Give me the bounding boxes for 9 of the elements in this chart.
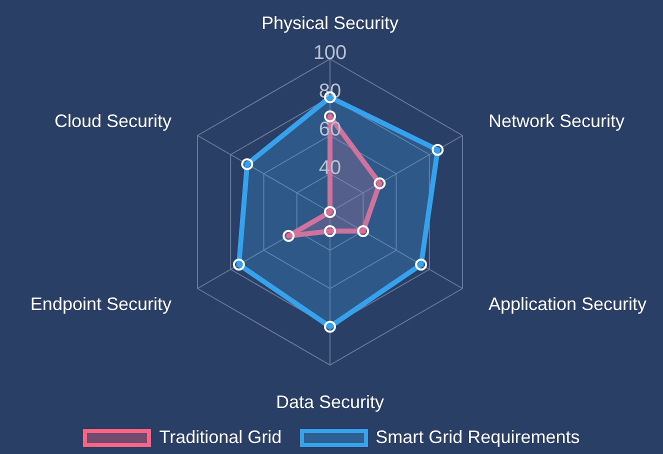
spoke-label: Physical Security (261, 13, 399, 33)
spoke-label: Endpoint Security (30, 294, 172, 314)
spoke-label: Cloud Security (54, 110, 172, 131)
y-tick-label: 100 (313, 42, 347, 64)
spoke-label: Application Security (488, 294, 647, 314)
spoke-label: Network Security (488, 110, 625, 131)
legend-label: Smart Grid Requirements (376, 427, 580, 448)
legend-label: Traditional Grid (159, 427, 282, 448)
spoke-label: Data Security (276, 392, 384, 412)
